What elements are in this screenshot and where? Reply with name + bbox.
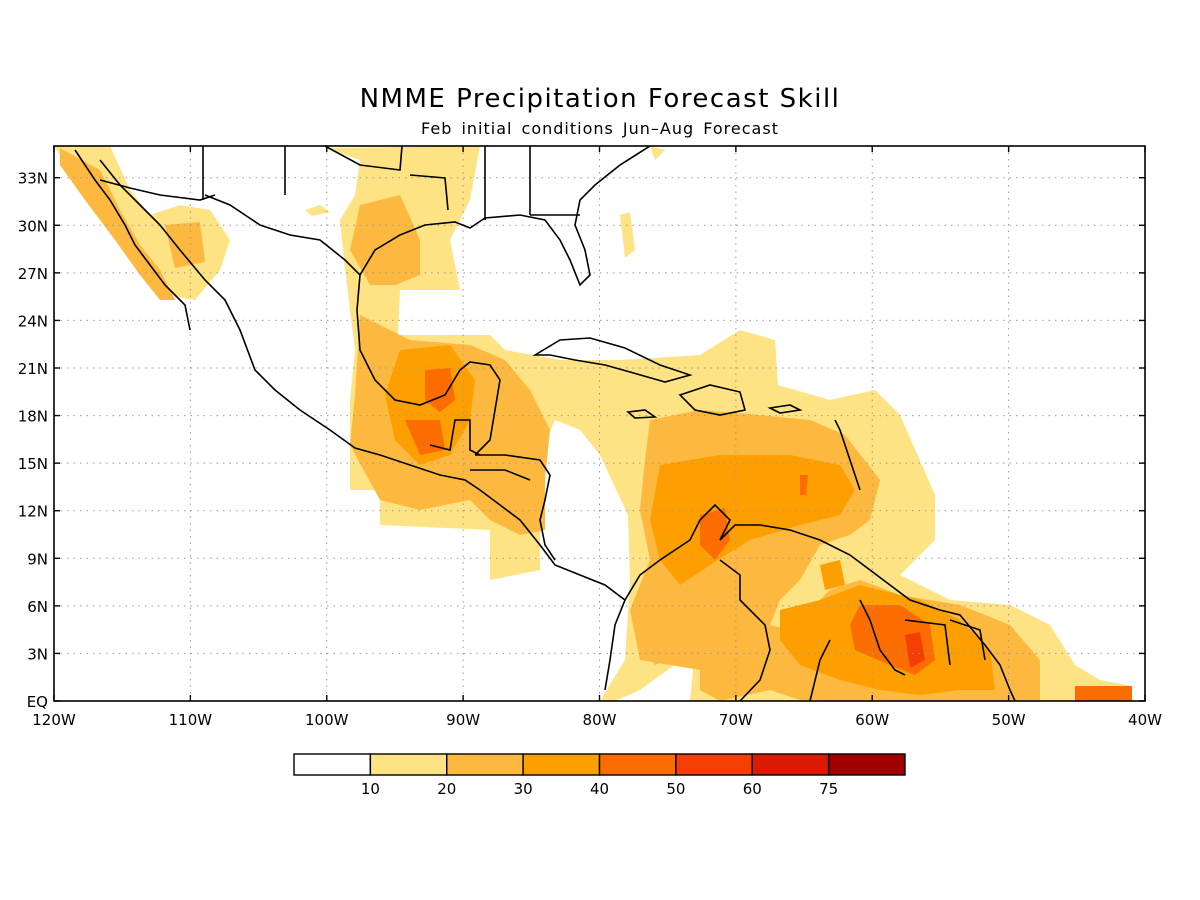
lat-tick-label: 18N [18, 408, 48, 426]
legend-swatch [522, 753, 601, 776]
lon-tick-label: 70W [719, 711, 753, 729]
map-title: NMME Precipitation Forecast Skill [359, 84, 841, 114]
lon-tick-label: 120W [32, 711, 76, 729]
lat-tick-label: 27N [18, 265, 48, 283]
lon-tick-label: 50W [992, 711, 1026, 729]
legend-swatch [675, 753, 753, 776]
legend-swatch [446, 753, 524, 776]
lat-tick-label: 21N [18, 360, 48, 378]
lon-tick-label: 40W [1128, 711, 1162, 729]
lon-tick-label: 60W [855, 711, 889, 729]
lon-tick-label: 100W [305, 711, 349, 729]
graticule [54, 146, 1145, 701]
lat-tick-label: 3N [27, 645, 48, 663]
lon-tick-label: 90W [446, 711, 480, 729]
lat-tick-label: 12N [18, 503, 48, 521]
lat-tick-label: 30N [18, 217, 48, 235]
lat-tick-label: 6N [27, 598, 48, 616]
coastlines [74, 146, 1016, 701]
legend-label: 75 [819, 780, 838, 798]
legend-swatch [369, 753, 448, 776]
color-legend: 10 20 30 40 50 60 75 [293, 753, 906, 798]
legend-label: 20 [437, 780, 456, 798]
lat-tick-label: 24N [18, 312, 48, 330]
legend-swatch [598, 753, 677, 776]
lat-tick-label: 15N [18, 455, 48, 473]
legend-label: 50 [666, 780, 685, 798]
axis-ticks: 120W 110W 100W 90W 80W 70W 60W 50W 40W EQ 3N 6N 9N 12… [18, 146, 1162, 729]
legend-label: 60 [743, 780, 762, 798]
map-subtitle: Feb initial conditions Jun–Aug Forecast [421, 119, 779, 138]
lat-tick-label: 9N [27, 550, 48, 568]
lon-tick-label: 80W [583, 711, 617, 729]
legend-label: 40 [590, 780, 609, 798]
legend-label: 10 [361, 780, 380, 798]
lat-tick-label: EQ [27, 693, 48, 711]
legend-swatch [751, 753, 830, 776]
lat-tick-label: 33N [18, 170, 48, 188]
skill-fill-50-60 [905, 632, 925, 668]
lon-tick-label: 110W [169, 711, 213, 729]
legend-swatch [827, 753, 906, 776]
legend-swatch [293, 753, 372, 776]
legend-label: 30 [514, 780, 533, 798]
